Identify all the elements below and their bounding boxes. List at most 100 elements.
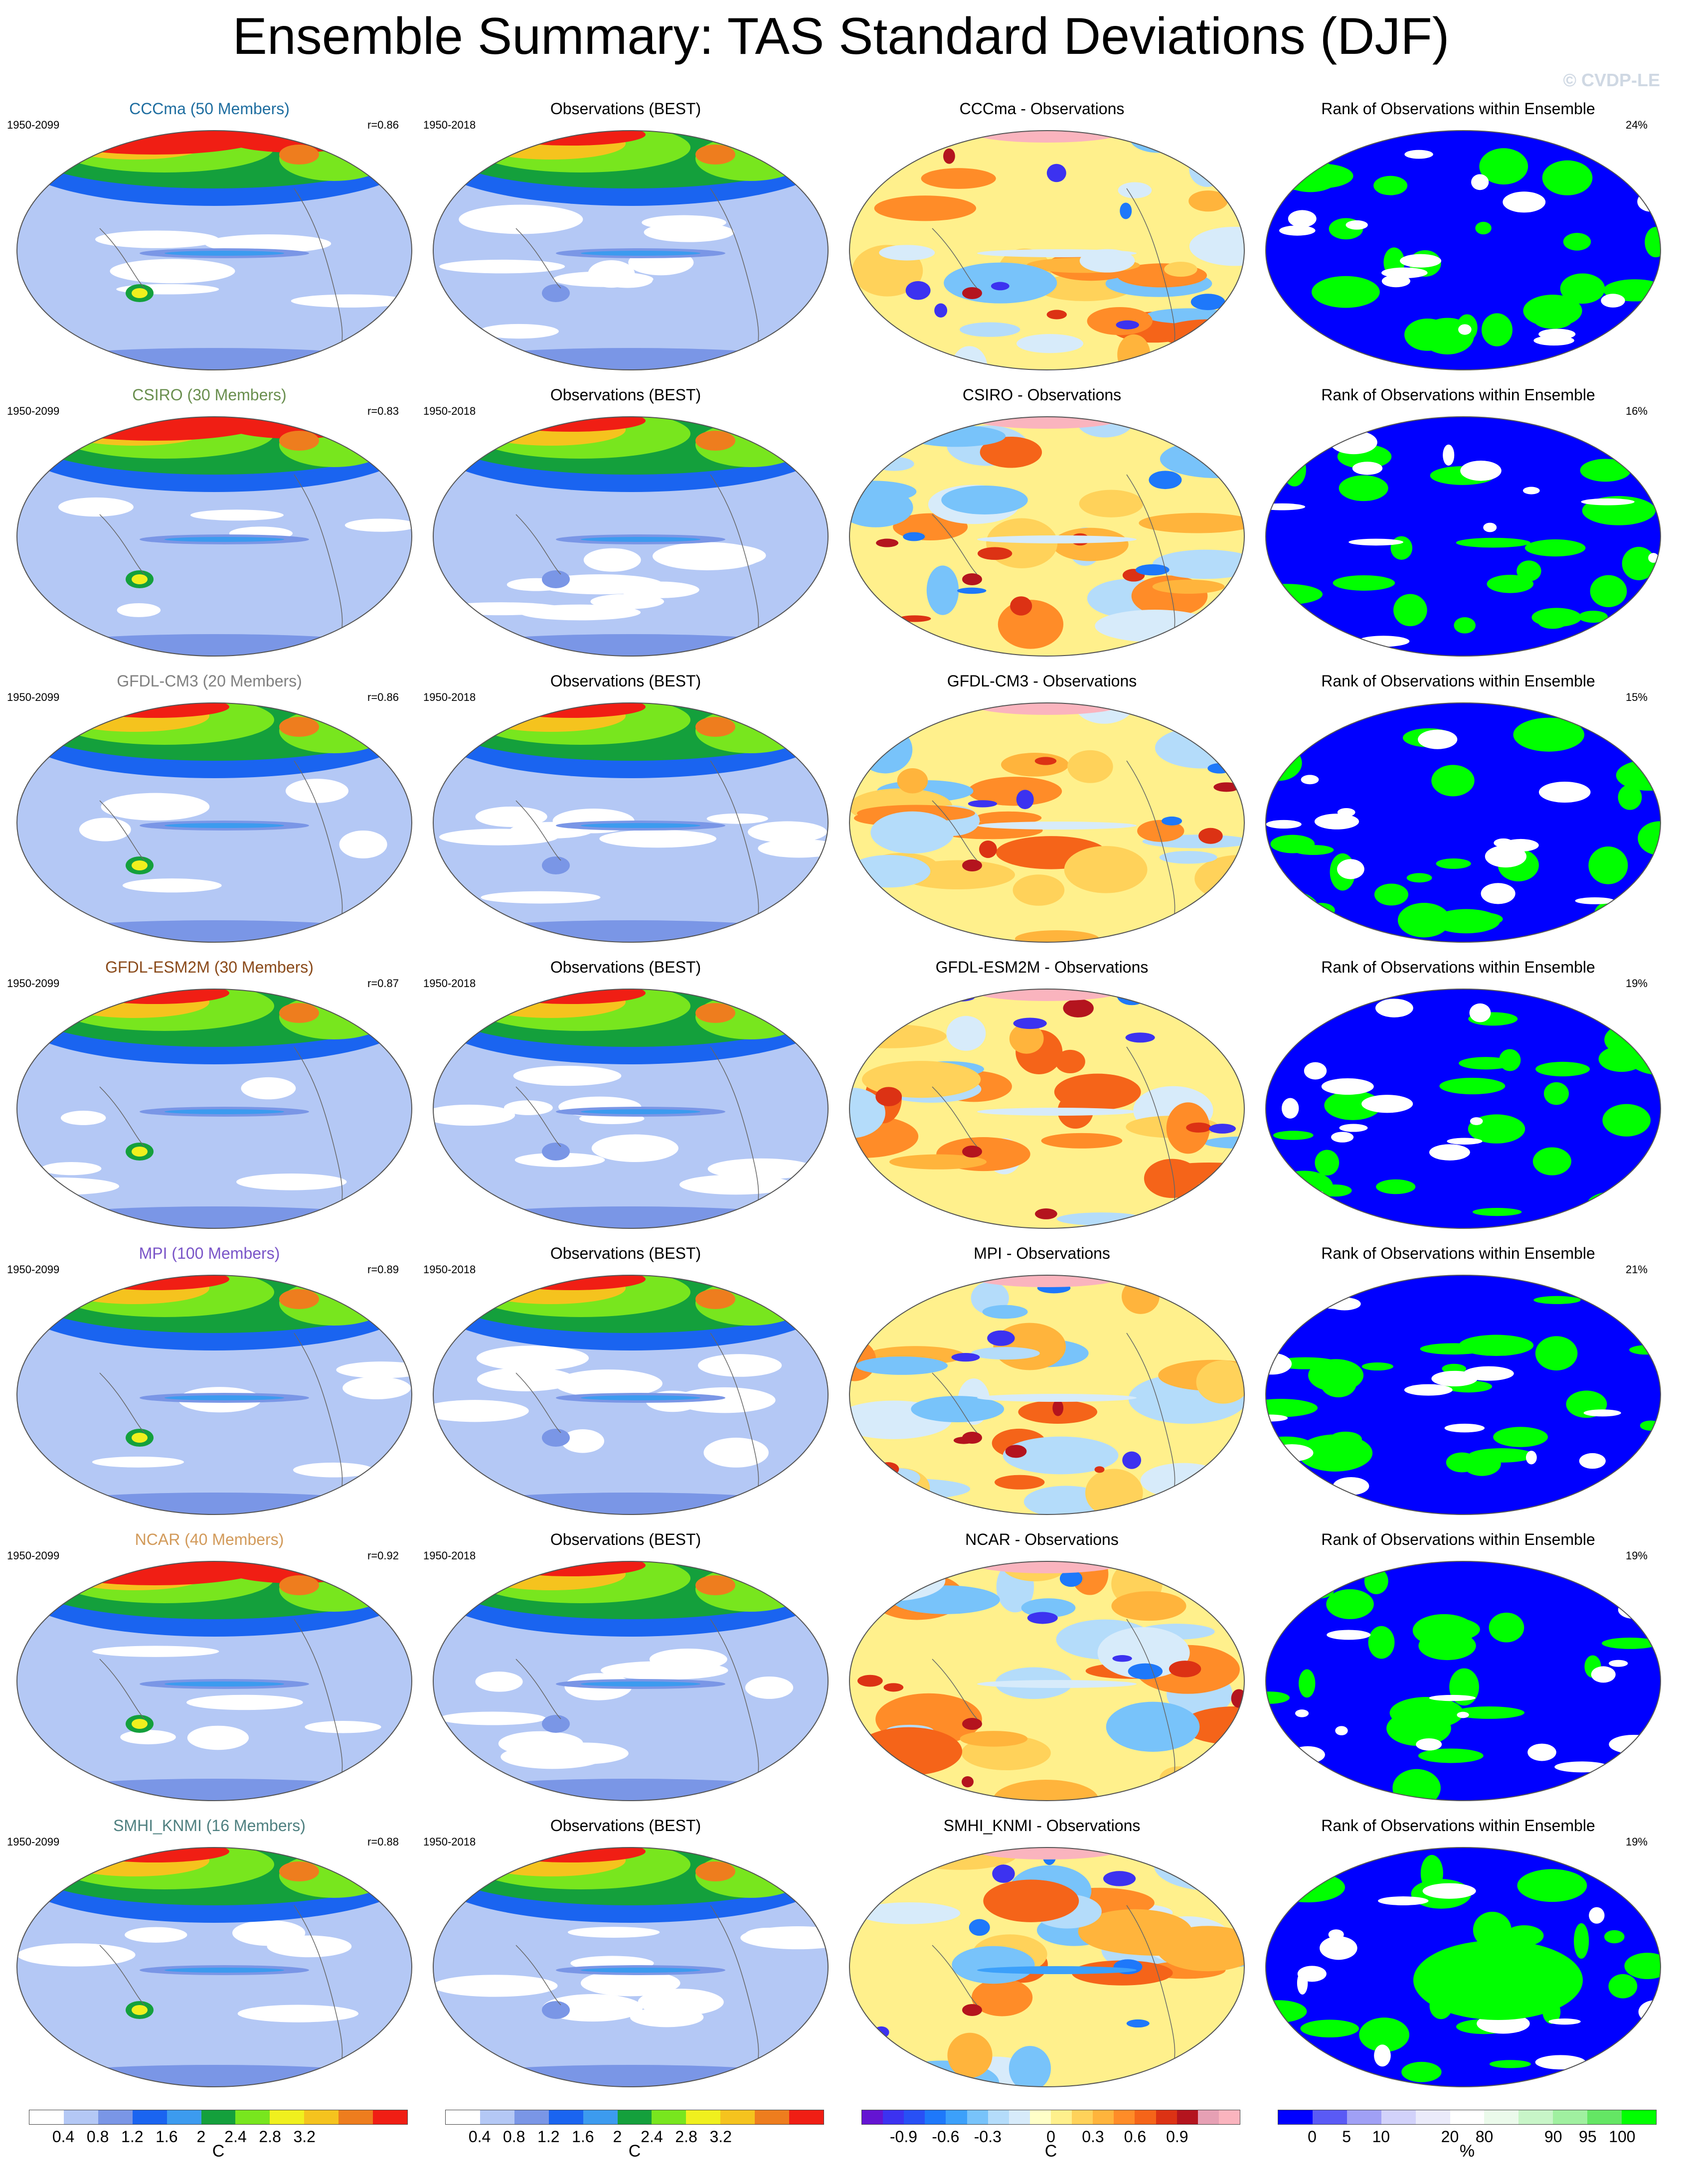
panel-title: Rank of Observations within Ensemble (1321, 672, 1595, 690)
map-diff (847, 701, 1246, 944)
globe-map (433, 1275, 829, 1515)
map-diff (847, 987, 1246, 1230)
panel-title: Observations (BEST) (550, 1244, 701, 1262)
panel-obs: Observations (BEST) 1950-2018 (421, 1816, 830, 2093)
panel-title: CSIRO - Observations (962, 386, 1122, 404)
color-swatch (652, 2110, 686, 2124)
colorbar-std1: 0.4 0.8 1.2 1.6 2 2.4 2.8 3.2 C (29, 2108, 408, 2161)
colorbar-rank: 0 5 10 20 80 90 95 100% (1278, 2108, 1657, 2161)
panel-title: Rank of Observations within Ensemble (1321, 1244, 1595, 1262)
color-swatch (167, 2110, 201, 2124)
color-swatch (967, 2110, 988, 2124)
panel-title: Observations (BEST) (550, 958, 701, 976)
colorbar-tick-label: 5 (1342, 2128, 1351, 2146)
color-swatch (29, 2110, 64, 2124)
color-swatch (1177, 2110, 1198, 2124)
map-obs (431, 415, 830, 658)
panel-obs: Observations (BEST) 1950-2018 (421, 671, 830, 948)
color-swatch (883, 2110, 904, 2124)
colorbar-tick-label: 0 (1308, 2128, 1317, 2146)
map-model (15, 129, 414, 372)
figure-title: Ensemble Summary: TAS Standard Deviation… (232, 7, 1450, 65)
map-diff (847, 129, 1246, 372)
color-swatch (686, 2110, 721, 2124)
panel-title: Rank of Observations within Ensemble (1321, 958, 1595, 976)
colorbar-tick-label: 90 (1544, 2128, 1562, 2146)
globe-map (1265, 702, 1661, 943)
panel-rank: Rank of Observations within Ensemble 21% (1254, 1243, 1663, 1520)
color-swatch (1218, 2110, 1240, 2124)
map-rank (1264, 701, 1663, 944)
color-swatch (1093, 2110, 1114, 2124)
color-swatch (1135, 2110, 1156, 2124)
globe-map (849, 1275, 1245, 1515)
colorbar-diff: -0.9 -0.6 -0.3 0 0.3 0.6 0.9 C (861, 2108, 1240, 2161)
colorbar-unit: C (212, 2142, 225, 2161)
colorbar-tick-label: 2 (613, 2128, 622, 2146)
map-rank (1264, 1273, 1663, 1516)
panel-rank: Rank of Observations within Ensemble 19% (1254, 957, 1663, 1234)
globe-map (433, 1847, 829, 2087)
map-rank (1264, 1846, 1663, 2089)
map-obs (431, 701, 830, 944)
panel-obs: Observations (BEST) 1950-2018 (421, 1243, 830, 1520)
panel-model: GFDL-CM3 (20 Members) 1950-2099 r=0.86 (5, 671, 414, 948)
panel-diff: MPI - Observations (838, 1243, 1246, 1520)
pattern-correlation: r=0.87 (367, 977, 399, 990)
colorbar-tick-label: 3.2 (709, 2128, 732, 2146)
rank-percent: 24% (1625, 119, 1648, 131)
colorbar-tick-label: 1.2 (121, 2128, 144, 2146)
color-swatch (1622, 2110, 1656, 2124)
panel-title: GFDL-CM3 (20 Members) (117, 672, 302, 690)
globe-map (16, 989, 412, 1229)
period-label: 1950-2099 (7, 1549, 60, 1562)
color-swatch (904, 2110, 925, 2124)
globe-map (849, 989, 1245, 1229)
watermark: © CVDP-LE (1563, 70, 1660, 90)
panel-rank: Rank of Observations within Ensemble 24% (1254, 99, 1663, 376)
color-swatch (1114, 2110, 1135, 2124)
pattern-correlation: r=0.86 (367, 119, 399, 131)
panel-model: GFDL-ESM2M (30 Members) 1950-2099 r=0.87 (5, 957, 414, 1234)
color-swatch (1197, 2110, 1219, 2124)
panel-rank: Rank of Observations within Ensemble 19% (1254, 1529, 1663, 1807)
period-label: 1950-2099 (7, 405, 60, 417)
globe-map (433, 1561, 829, 1801)
colorbar-tick-label: 0.3 (1082, 2128, 1104, 2146)
map-obs (431, 987, 830, 1230)
colorbar-tick-label: 0.8 (503, 2128, 525, 2146)
map-rank (1264, 1559, 1663, 1803)
panel-title: GFDL-ESM2M - Observations (935, 958, 1149, 976)
color-swatch (755, 2110, 790, 2124)
panel-title: Observations (BEST) (550, 672, 701, 690)
colorbar-tick-label: 1.6 (156, 2128, 178, 2146)
color-swatch (1156, 2110, 1177, 2124)
color-swatch (1415, 2110, 1450, 2124)
colorbar-tick-label: 1.6 (572, 2128, 594, 2146)
pattern-correlation: r=0.89 (367, 1263, 399, 1276)
panel-model: CSIRO (30 Members) 1950-2099 r=0.83 (5, 385, 414, 662)
panel-obs: Observations (BEST) 1950-2018 (421, 1529, 830, 1807)
color-swatch (1553, 2110, 1588, 2124)
panel-model: MPI (100 Members) 1950-2099 r=0.89 (5, 1243, 414, 1520)
rank-percent: 16% (1625, 405, 1648, 417)
colorbar-tick-label: 3.2 (293, 2128, 316, 2146)
colorbar-tick-label: 0.4 (52, 2128, 75, 2146)
panel-diff: NCAR - Observations (838, 1529, 1246, 1807)
pattern-correlation: r=0.86 (367, 691, 399, 703)
globe-map (16, 702, 412, 943)
panel-obs: Observations (BEST) 1950-2018 (421, 385, 830, 662)
panel-rank: Rank of Observations within Ensemble 19% (1254, 1816, 1663, 2093)
color-swatch (1450, 2110, 1485, 2124)
rank-percent: 19% (1625, 977, 1648, 990)
panel-diff: GFDL-ESM2M - Observations (838, 957, 1246, 1234)
map-model (15, 1273, 414, 1516)
colorbar-tick-label: 100 (1609, 2128, 1636, 2146)
colorbar-tick-label: -0.6 (932, 2128, 960, 2146)
period-label: 1950-2018 (423, 1549, 476, 1562)
colorbar-swatches (1278, 2110, 1657, 2125)
color-swatch (201, 2110, 236, 2124)
colorbar-tick-label: 0.6 (1124, 2128, 1147, 2146)
period-label: 1950-2018 (423, 977, 476, 990)
globe-map (16, 130, 412, 370)
